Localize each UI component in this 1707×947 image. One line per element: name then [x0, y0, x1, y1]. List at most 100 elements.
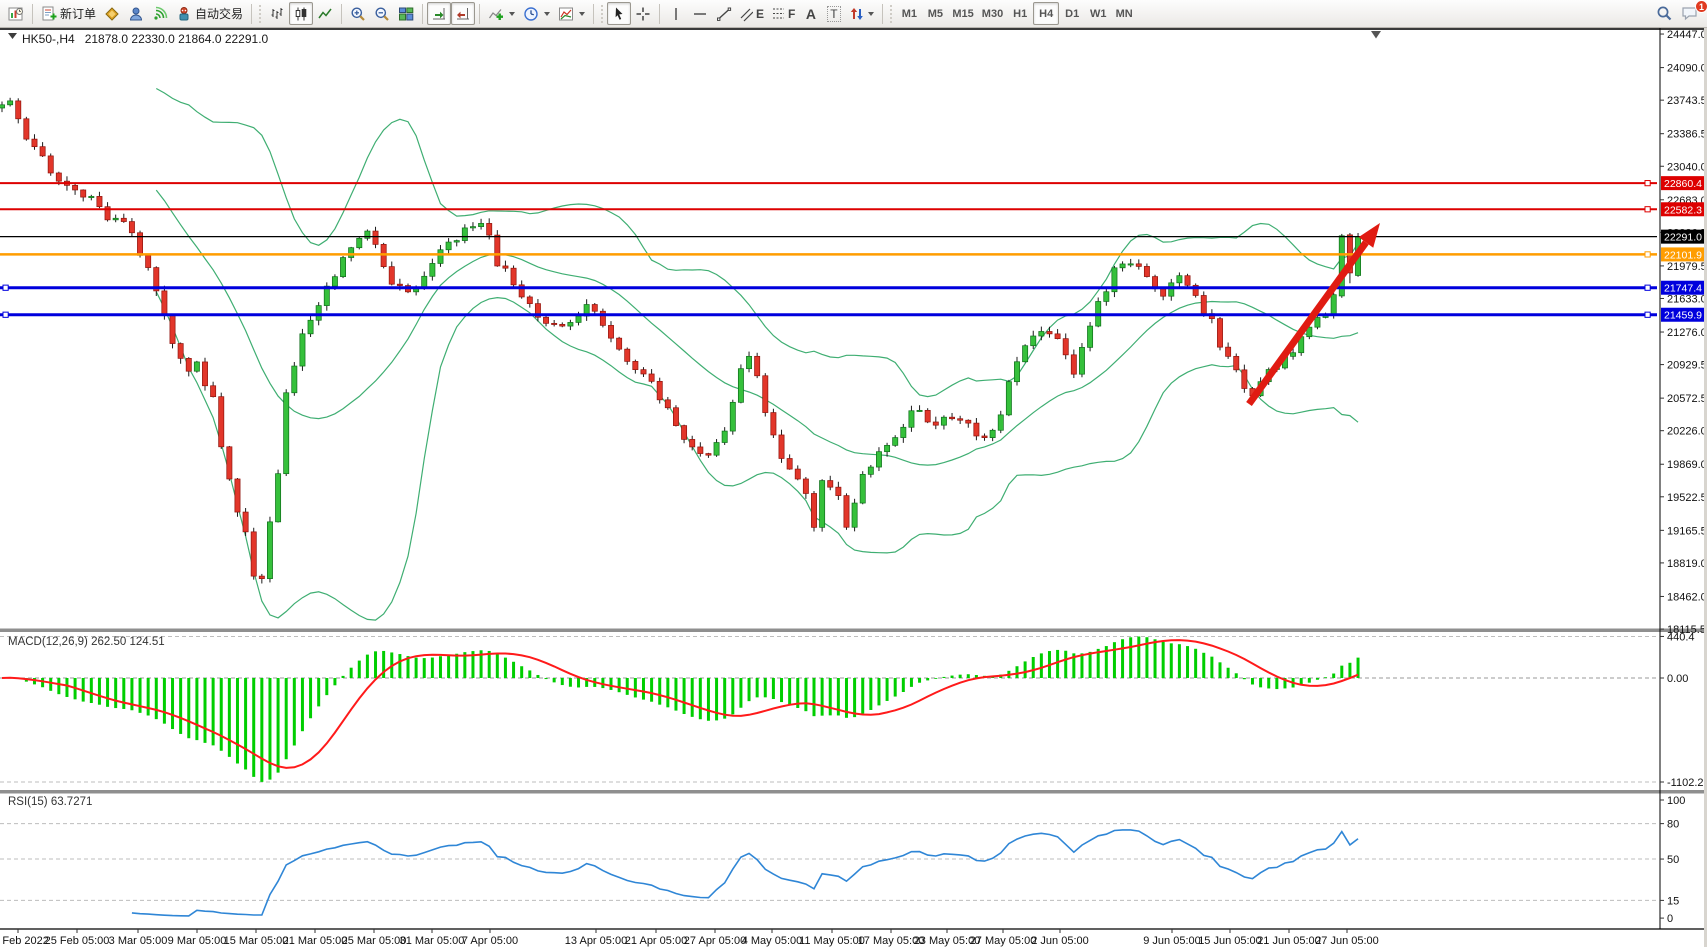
periods-button[interactable]: [519, 2, 554, 25]
main-toolbar: 新订单 自动交易: [0, 0, 1707, 28]
cursor-button[interactable]: [607, 2, 632, 25]
toolbar-grip: [259, 4, 262, 23]
svg-text:21276.0: 21276.0: [1667, 327, 1707, 339]
timeframe-w1-button[interactable]: W1: [1089, 7, 1107, 20]
hline-handle[interactable]: [1644, 206, 1651, 213]
crosshair-icon: [636, 7, 650, 20]
timeframe-m1-button[interactable]: M1: [901, 7, 918, 20]
price-chart-canvas[interactable]: [0, 87, 1361, 621]
autoscroll-button[interactable]: [427, 2, 452, 25]
trend-arrow[interactable]: [1246, 223, 1380, 407]
line-chart-button[interactable]: [313, 2, 337, 25]
timeframe-m5-button[interactable]: M5: [927, 7, 944, 20]
symbol-dropdown-marker[interactable]: [8, 33, 17, 39]
svg-text:24090.0: 24090.0: [1667, 63, 1707, 75]
signals-button[interactable]: [148, 2, 172, 25]
svg-text:18462.0: 18462.0: [1667, 591, 1707, 603]
timeframe-m15-button[interactable]: M15: [952, 7, 974, 20]
chart-shift-button[interactable]: [451, 2, 476, 25]
svg-text:15: 15: [1667, 895, 1679, 907]
macd-signal-line: [1, 639, 1359, 769]
svg-text:18819.0: 18819.0: [1667, 558, 1707, 570]
signal-icon: [154, 6, 168, 20]
zoom-in-button[interactable]: [346, 2, 370, 25]
caret-down-icon: [544, 11, 551, 16]
macd-pane[interactable]: [0, 636, 1657, 783]
autotrading-label: 自动交易: [195, 7, 244, 21]
svg-text:19522.5: 19522.5: [1667, 492, 1707, 504]
notification-badge: 1: [1695, 0, 1707, 13]
svg-text:-1102.21: -1102.21: [1667, 777, 1707, 789]
pane-separator[interactable]: [0, 790, 1707, 794]
window-edge: [1704, 28, 1707, 947]
timeframe-mn-button[interactable]: MN: [1115, 7, 1133, 20]
crosshair-button[interactable]: [631, 2, 655, 25]
chart-shift-icon: [457, 7, 470, 19]
zoom-in-icon: [351, 7, 365, 21]
svg-text:27 Apr 05:00: 27 Apr 05:00: [684, 935, 746, 947]
text-button[interactable]: A: [799, 2, 822, 25]
indicators-icon: [489, 8, 504, 20]
svg-text:21459.9: 21459.9: [1664, 310, 1702, 322]
label-button[interactable]: T: [822, 2, 845, 25]
hline-handle[interactable]: [1644, 284, 1651, 291]
toolbar-separator: [251, 3, 253, 24]
arrows-button[interactable]: [845, 2, 878, 25]
trendline-icon: [717, 7, 732, 21]
svg-text:15 Mar 05:00: 15 Mar 05:00: [224, 935, 289, 947]
svg-text:9 Jun 05:00: 9 Jun 05:00: [1143, 935, 1201, 947]
timeframe-d1-button[interactable]: D1: [1065, 7, 1080, 20]
profiles-button[interactable]: [100, 2, 124, 25]
svg-text:22101.9: 22101.9: [1664, 249, 1702, 261]
tile-windows-button[interactable]: [394, 2, 418, 25]
hline-handle[interactable]: [1644, 311, 1651, 318]
svg-text:7 Apr 05:00: 7 Apr 05:00: [462, 935, 518, 947]
chart-shift-marker: [1371, 31, 1381, 39]
macd-indicator-label: MACD(12,26,9) 262.50 124.51: [8, 636, 165, 648]
search-button[interactable]: [1652, 2, 1677, 25]
toolbar-grip: [890, 4, 893, 23]
rsi-pane[interactable]: [0, 823, 1657, 917]
hline-handle[interactable]: [2, 284, 9, 291]
timeframe-h1-button[interactable]: H1: [1013, 7, 1028, 20]
fibonacci-button[interactable]: F: [768, 2, 799, 25]
zoom-out-button[interactable]: [370, 2, 394, 25]
svg-text:20929.5: 20929.5: [1667, 360, 1707, 372]
pane-separator[interactable]: [0, 628, 1707, 633]
app-chart-button[interactable]: [4, 2, 28, 25]
svg-text:22291.0: 22291.0: [1664, 232, 1702, 244]
notifications-button[interactable]: 1: [1677, 0, 1707, 25]
svg-text:20226.0: 20226.0: [1667, 426, 1707, 438]
horizontal-lines[interactable]: [0, 180, 1657, 318]
hline-handle[interactable]: [1644, 251, 1651, 258]
timeframe-h4-button[interactable]: H4: [1033, 2, 1060, 25]
timeframe-m30-button[interactable]: M30: [981, 7, 1004, 20]
trendline-button[interactable]: [712, 2, 736, 25]
caret-down-icon: [868, 11, 875, 16]
community-button[interactable]: [124, 2, 148, 25]
svg-text:25 Feb 05:00: 25 Feb 05:00: [45, 935, 110, 947]
candlestick-chart-button[interactable]: [289, 2, 314, 25]
svg-text:23386.5: 23386.5: [1667, 129, 1707, 141]
vertical-line-button[interactable]: [664, 2, 688, 25]
svg-text:440.4: 440.4: [1667, 631, 1695, 643]
toolbar-separator: [422, 3, 424, 24]
templates-button[interactable]: [554, 2, 589, 25]
new-order-button[interactable]: 新订单: [37, 2, 100, 25]
svg-text:21 Mar 05:00: 21 Mar 05:00: [283, 935, 348, 947]
price-axis[interactable]: 24447.024090.023743.523386.523040.022683…: [1659, 28, 1707, 929]
svg-text:3 Mar 05:00: 3 Mar 05:00: [109, 935, 168, 947]
fibonacci-letter: F: [788, 6, 796, 21]
svg-text:21747.4: 21747.4: [1664, 283, 1702, 295]
hline-handle[interactable]: [2, 311, 9, 318]
hline-handle[interactable]: [1644, 180, 1651, 187]
vertical-line-icon: [675, 7, 677, 20]
indicators-button[interactable]: [484, 2, 519, 25]
svg-text:23743.5: 23743.5: [1667, 95, 1707, 107]
channel-button[interactable]: E: [736, 2, 768, 25]
bars-chart-button[interactable]: [265, 2, 289, 25]
horizontal-line-button[interactable]: [688, 2, 712, 25]
autotrading-button[interactable]: 自动交易: [172, 2, 247, 25]
